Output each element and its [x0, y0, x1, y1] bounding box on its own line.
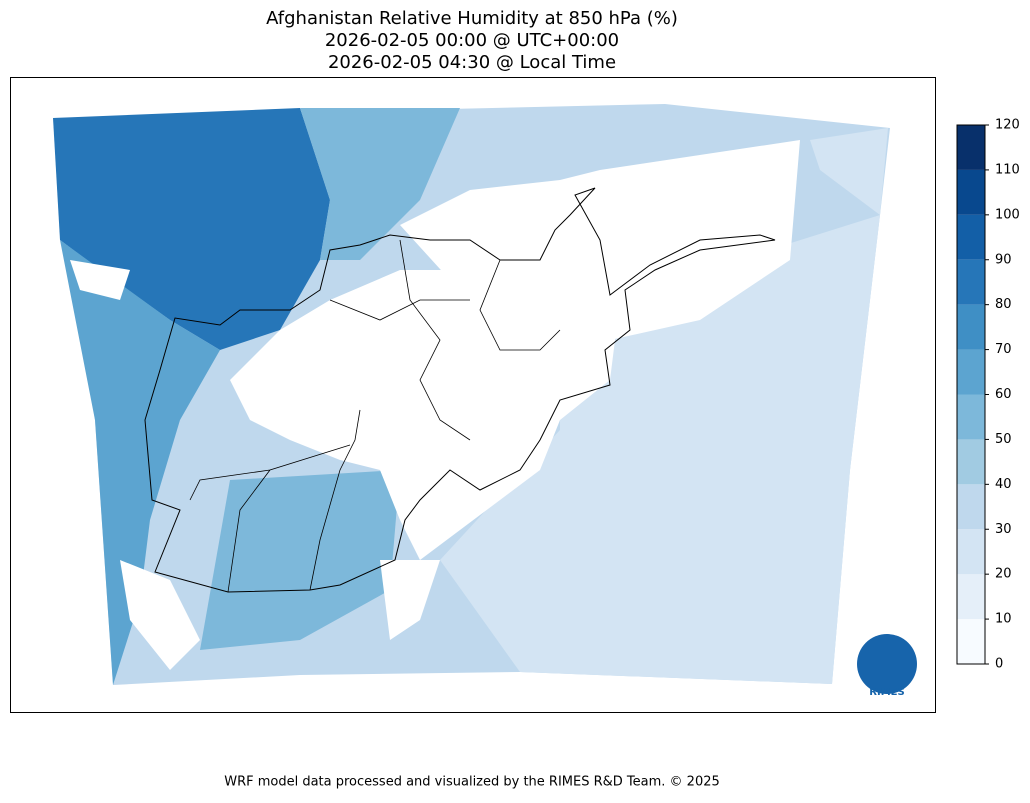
- map: RIMES: [10, 77, 936, 713]
- title-line: 2026-02-05 04:30 @ Local Time: [328, 52, 616, 73]
- colorbar-tick-label: 60: [995, 387, 1012, 402]
- colorbar-tick-label: 40: [995, 477, 1012, 492]
- colorbar-bin: [957, 259, 985, 305]
- colorbar-tick-label: 90: [995, 252, 1012, 267]
- colorbar-bin: [957, 439, 985, 485]
- colorbar-tick-label: 120: [995, 118, 1020, 133]
- field-wet: [53, 108, 330, 350]
- colorbar-bin: [957, 619, 985, 664]
- field-moist: [300, 108, 460, 260]
- colorbar-bin: [957, 484, 985, 530]
- colorbar-bin: [957, 529, 985, 575]
- no-data: [380, 560, 440, 640]
- colorbar-tick-label: 110: [995, 162, 1020, 177]
- logo-badge: [857, 634, 917, 694]
- colorbar-bin: [957, 304, 985, 350]
- colorbar-bin: [957, 574, 985, 620]
- colorbar-tick-label: 0: [995, 657, 1003, 672]
- logo-text: RIMES: [869, 687, 904, 698]
- title-line: 2026-02-05 00:00 @ UTC+00:00: [325, 30, 619, 51]
- colorbar-tick-label: 100: [995, 207, 1020, 222]
- colorbar-bin: [957, 394, 985, 440]
- colorbar-bin: [957, 349, 985, 395]
- title-line: Afghanistan Relative Humidity at 850 hPa…: [266, 8, 678, 29]
- colorbar-tick-label: 50: [995, 432, 1012, 447]
- no-data: [70, 260, 200, 670]
- footer: WRF model data processed and visualized …: [224, 775, 720, 790]
- colorbar-tick-label: 10: [995, 612, 1012, 627]
- colorbar-bin: [957, 169, 985, 215]
- country-border: [144, 187, 776, 593]
- province-border: [189, 239, 561, 593]
- colorbar-bin: [957, 125, 985, 170]
- colorbar-tick-label: 80: [995, 297, 1012, 312]
- colorbar-tick-label: 70: [995, 342, 1012, 357]
- field-dry: [440, 215, 880, 684]
- field-moist: [200, 470, 400, 650]
- colorbar-tick-label: 30: [995, 522, 1012, 537]
- colorbar: 0 10 20 30 40 50 60 70 80 90 100 110 120: [956, 118, 1020, 672]
- field-dry: [810, 128, 888, 215]
- colorbar-tick-label: 20: [995, 567, 1012, 582]
- colorbar-bin: [957, 214, 985, 260]
- no-data: [230, 270, 620, 560]
- field-moist: [60, 240, 220, 685]
